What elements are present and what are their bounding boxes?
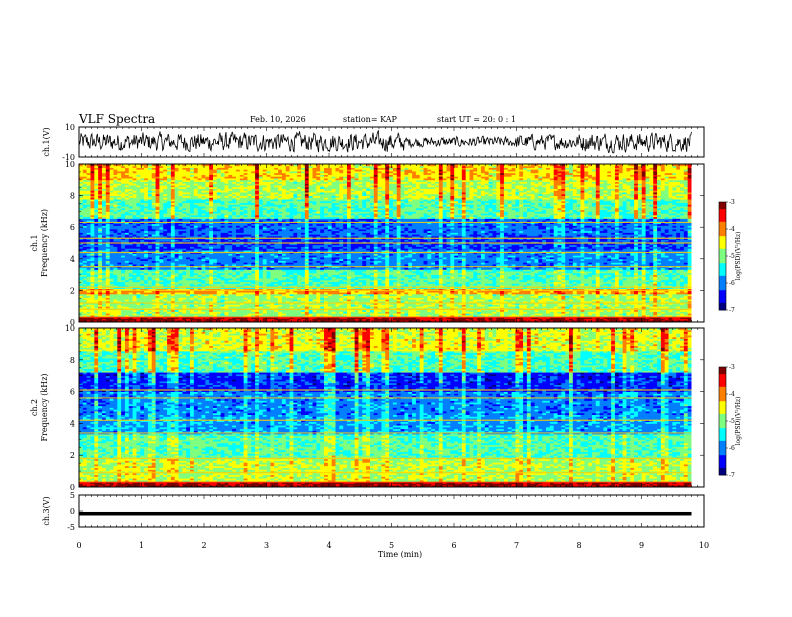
- start-time-label: start UT = 20: 0 : 1: [437, 115, 516, 124]
- ch1-waveform-ylabel: ch.1(V): [42, 127, 51, 156]
- ch1-waveform-line: [79, 131, 692, 153]
- ch1-y-tick-label: 10: [65, 123, 75, 132]
- date-label: Feb. 10, 2026: [250, 115, 306, 124]
- figure-title: VLF Spectra: [78, 112, 155, 126]
- station-label: station= KAP: [343, 115, 398, 124]
